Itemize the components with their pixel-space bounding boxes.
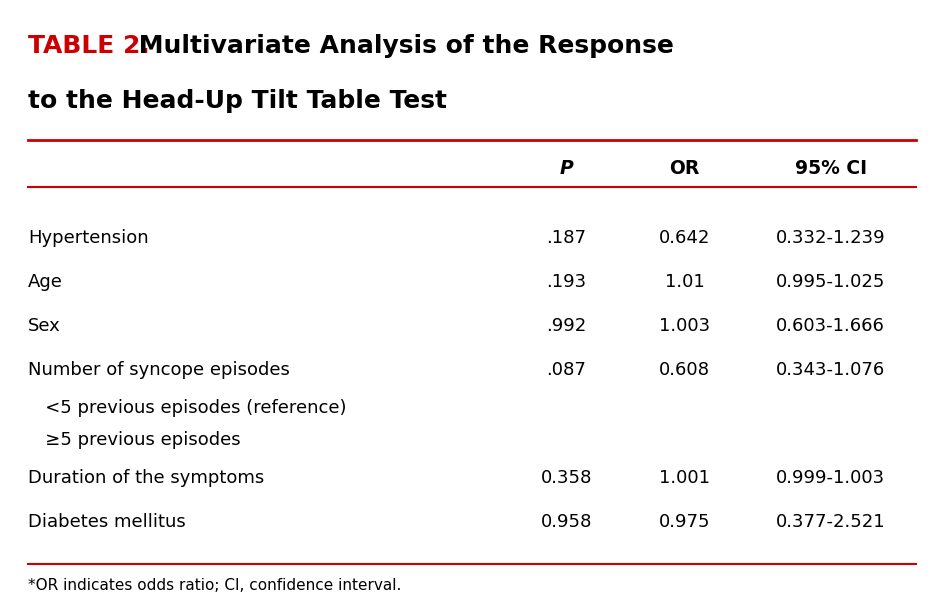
Text: 0.642: 0.642 — [659, 229, 710, 247]
Text: .187: .187 — [547, 229, 586, 247]
Text: *OR indicates odds ratio; CI, confidence interval.: *OR indicates odds ratio; CI, confidence… — [28, 578, 402, 593]
Text: 0.995-1.025: 0.995-1.025 — [776, 273, 885, 291]
Text: ≥5 previous episodes: ≥5 previous episodes — [28, 431, 241, 449]
Text: 0.332-1.239: 0.332-1.239 — [776, 229, 885, 247]
Text: P: P — [560, 159, 573, 178]
Text: 0.358: 0.358 — [541, 469, 592, 487]
Text: 1.001: 1.001 — [659, 469, 710, 487]
Text: Number of syncope episodes: Number of syncope episodes — [28, 361, 290, 379]
Text: 0.608: 0.608 — [659, 361, 710, 379]
Text: Multivariate Analysis of the Response: Multivariate Analysis of the Response — [130, 34, 674, 58]
Text: 0.999-1.003: 0.999-1.003 — [776, 469, 885, 487]
Text: Age: Age — [28, 273, 63, 291]
Text: Hypertension: Hypertension — [28, 229, 149, 247]
Text: Diabetes mellitus: Diabetes mellitus — [28, 513, 186, 531]
Text: OR: OR — [669, 159, 700, 178]
Text: 0.975: 0.975 — [659, 513, 710, 531]
Text: .992: .992 — [547, 317, 586, 335]
Text: Sex: Sex — [28, 317, 61, 335]
Text: 0.958: 0.958 — [541, 513, 592, 531]
Text: .087: .087 — [547, 361, 586, 379]
Text: 1.01: 1.01 — [665, 273, 704, 291]
Text: 0.603-1.666: 0.603-1.666 — [776, 317, 885, 335]
Text: 95% CI: 95% CI — [795, 159, 867, 178]
Text: .193: .193 — [547, 273, 586, 291]
Text: Duration of the symptoms: Duration of the symptoms — [28, 469, 264, 487]
Text: 0.377-2.521: 0.377-2.521 — [776, 513, 885, 531]
Text: <5 previous episodes (reference): <5 previous episodes (reference) — [28, 399, 346, 417]
Text: TABLE 2.: TABLE 2. — [28, 34, 150, 58]
Text: 1.003: 1.003 — [659, 317, 710, 335]
Text: 0.343-1.076: 0.343-1.076 — [776, 361, 885, 379]
Text: to the Head-Up Tilt Table Test: to the Head-Up Tilt Table Test — [28, 89, 447, 113]
